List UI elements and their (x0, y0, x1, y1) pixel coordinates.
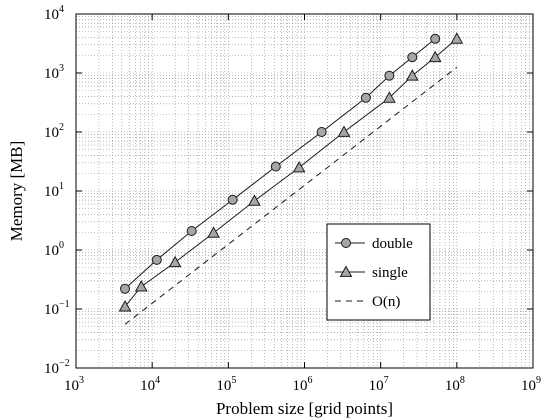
data-point-double (151, 254, 162, 265)
data-point-single (134, 280, 148, 292)
data-point-double (407, 52, 418, 63)
x-tick-label: 104 (140, 375, 160, 394)
data-point-single (168, 255, 182, 268)
data-point-single (118, 300, 132, 312)
series-line-double (124, 38, 436, 290)
data-point-single (337, 125, 351, 137)
data-point-double (227, 194, 238, 205)
y-tick-label: 10−1 (44, 299, 70, 318)
y-tick-label: 104 (44, 4, 64, 23)
legend-entry-single: single (335, 265, 408, 281)
legend-entry-double: double (335, 236, 413, 252)
y-axis-label: Memory [MB] (7, 141, 26, 242)
y-tick-label: 102 (44, 122, 64, 141)
y-tick-label: 10−2 (44, 358, 70, 377)
y-tick-label: 100 (44, 240, 64, 259)
y-tick-label: 103 (44, 63, 64, 82)
series-line-o-n (124, 66, 458, 325)
x-tick-label: 109 (521, 375, 541, 394)
data-point-single (292, 160, 306, 173)
y-tick-label: 101 (44, 181, 64, 200)
data-point-double (316, 127, 327, 137)
legend-label-double: double (372, 236, 413, 252)
x-tick-label: 108 (445, 375, 465, 394)
series-o-n (124, 66, 458, 325)
data-point-single (450, 32, 464, 44)
grid (76, 14, 533, 368)
data-point-double (430, 33, 441, 44)
legend: double single O(n) (326, 223, 431, 321)
data-point-double (186, 225, 197, 236)
data-point-single (207, 226, 220, 238)
x-axis-label: Problem size [grid points] (216, 399, 393, 418)
legend-marker-double (341, 238, 351, 248)
x-tick-label: 106 (293, 375, 313, 394)
x-tick-label: 103 (64, 375, 84, 394)
data-point-single (405, 69, 419, 81)
data-point-double (270, 161, 281, 172)
data-point-single (382, 91, 396, 103)
series-group (118, 32, 464, 325)
x-tick-label: 105 (216, 375, 236, 394)
legend-label-o-n: O(n) (372, 294, 400, 310)
data-point-double (360, 92, 371, 103)
legend-entry-o-n: O(n) (335, 294, 400, 310)
legend-label-single: single (372, 265, 408, 281)
series-double (120, 33, 441, 294)
axis-ticks: 103 104 105 106 107 108 109 10−2 10−1 100 101 102 10… (44, 4, 541, 394)
data-point-single (428, 50, 442, 63)
data-point-single (248, 194, 261, 206)
data-point-double (384, 70, 395, 81)
data-point-double (120, 283, 131, 294)
series-single (118, 32, 464, 312)
x-tick-label: 107 (369, 375, 389, 394)
legend-marker-single (339, 265, 353, 277)
